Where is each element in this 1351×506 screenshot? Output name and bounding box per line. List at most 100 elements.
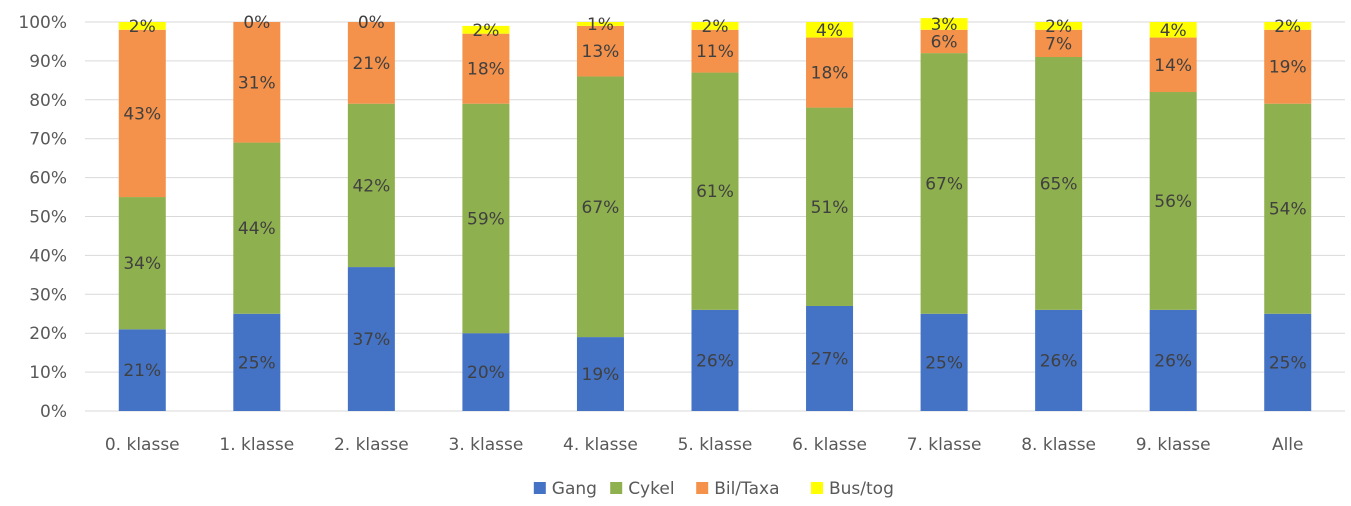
bar-segment-gang <box>691 309 739 411</box>
bar-segment-bus-tog <box>1149 22 1197 38</box>
y-tick-label: 30% <box>29 285 67 305</box>
y-tick-label: 50% <box>29 208 67 228</box>
x-tick-label: 7. klasse <box>907 435 982 455</box>
data-label: 2% <box>129 17 156 37</box>
data-label: 51% <box>811 198 849 218</box>
bar-segment-bus-tog <box>920 18 968 30</box>
data-label: 3% <box>931 15 958 35</box>
bar-segment-gang <box>347 267 395 411</box>
bar-segment-gang <box>118 329 166 411</box>
legend-label: Bus/tog <box>829 479 894 499</box>
data-label: 2% <box>1045 17 1072 37</box>
data-label: 59% <box>467 209 505 229</box>
data-label: 31% <box>238 73 276 93</box>
data-label: 7% <box>1045 34 1072 54</box>
bar-segment-gang <box>806 305 854 411</box>
x-tick-label: 1. klasse <box>219 435 294 455</box>
bar-segment-cykel <box>691 72 739 310</box>
data-label: 6% <box>931 32 958 52</box>
bar-segment-bus-tog <box>576 22 624 26</box>
bar-segment-cykel <box>1035 57 1083 310</box>
data-label: 25% <box>1269 353 1307 373</box>
data-label: 26% <box>696 351 734 371</box>
data-label: 25% <box>238 353 276 373</box>
data-label: 25% <box>925 353 963 373</box>
data-label: 13% <box>582 42 620 62</box>
data-label: 2% <box>1274 17 1301 37</box>
bar-segment-cykel <box>1149 92 1197 310</box>
data-label: 43% <box>123 104 161 124</box>
data-label: 20% <box>467 363 505 383</box>
bar-segment-bil-taxa <box>1264 29 1312 104</box>
x-tick-label: 9. klasse <box>1136 435 1211 455</box>
bar-segment-cykel <box>806 107 854 306</box>
bar-segment-cykel <box>576 76 624 338</box>
data-label: 19% <box>1269 58 1307 78</box>
bar-segment-gang <box>462 333 510 411</box>
bar-segment-bus-tog <box>118 22 166 30</box>
legend-swatch <box>811 482 823 494</box>
y-tick-label: 80% <box>29 91 67 111</box>
data-label: 65% <box>1040 174 1078 194</box>
bar-segment-cykel <box>920 53 968 314</box>
bar-segment-bil-taxa <box>233 22 281 143</box>
x-tick-label: 5. klasse <box>678 435 753 455</box>
bar-segment-cykel <box>1264 103 1312 314</box>
bar-segment-gang <box>576 337 624 411</box>
data-label: 67% <box>925 174 963 194</box>
y-tick-label: 90% <box>29 52 67 72</box>
bar-segment-bil-taxa <box>576 25 624 77</box>
bar-segment-bil-taxa <box>462 33 510 104</box>
bar-segment-gang <box>1149 309 1197 411</box>
bar-segment-bus-tog <box>1264 22 1312 30</box>
legend-swatch <box>696 482 709 494</box>
x-tick-label: Alle <box>1272 435 1304 455</box>
x-tick-label: 0. klasse <box>105 435 180 455</box>
bar-segment-gang <box>1264 313 1312 411</box>
bar-segment-bus-tog <box>691 22 739 30</box>
bar-segment-bil-taxa <box>691 29 739 73</box>
x-tick-label: 2. klasse <box>334 435 409 455</box>
data-label: 56% <box>1154 192 1192 212</box>
data-label: 27% <box>811 349 849 369</box>
data-label: 61% <box>696 182 734 202</box>
data-label: 67% <box>582 198 620 218</box>
data-label: 26% <box>1040 351 1078 371</box>
data-label: 19% <box>582 365 620 385</box>
bar-segment-cykel <box>347 103 395 268</box>
y-tick-label: 10% <box>29 363 67 383</box>
bar-segment-bil-taxa <box>347 22 395 104</box>
data-label: 42% <box>352 176 390 196</box>
data-label: 0% <box>243 13 270 33</box>
x-tick-label: 8. klasse <box>1021 435 1096 455</box>
legend-label: Bil/Taxa <box>714 479 779 499</box>
data-label: 26% <box>1154 351 1192 371</box>
data-label: 4% <box>816 21 843 41</box>
data-label: 1% <box>587 15 614 35</box>
y-tick-label: 0% <box>40 402 67 422</box>
data-label: 21% <box>123 361 161 381</box>
bar-segment-bil-taxa <box>1035 29 1083 58</box>
x-tick-label: 3. klasse <box>449 435 524 455</box>
x-tick-label: 4. klasse <box>563 435 638 455</box>
data-label: 18% <box>467 60 505 80</box>
bar-segment-gang <box>1035 309 1083 411</box>
bar-segment-gang <box>920 313 968 411</box>
data-label: 18% <box>811 64 849 84</box>
data-label: 0% <box>358 13 385 33</box>
bar-segment-bil-taxa <box>1149 37 1197 93</box>
data-label: 54% <box>1269 200 1307 220</box>
data-label: 4% <box>1160 21 1187 41</box>
data-label: 2% <box>472 21 499 41</box>
data-label: 21% <box>352 54 390 74</box>
data-label: 14% <box>1154 56 1192 76</box>
y-tick-label: 100% <box>18 13 67 33</box>
legend-label: Cykel <box>628 479 674 499</box>
data-label: 11% <box>696 42 734 62</box>
y-tick-label: 40% <box>29 246 67 266</box>
bar-segment-bil-taxa <box>118 29 166 198</box>
bar-segment-gang <box>233 313 281 411</box>
x-tick-label: 6. klasse <box>792 435 867 455</box>
